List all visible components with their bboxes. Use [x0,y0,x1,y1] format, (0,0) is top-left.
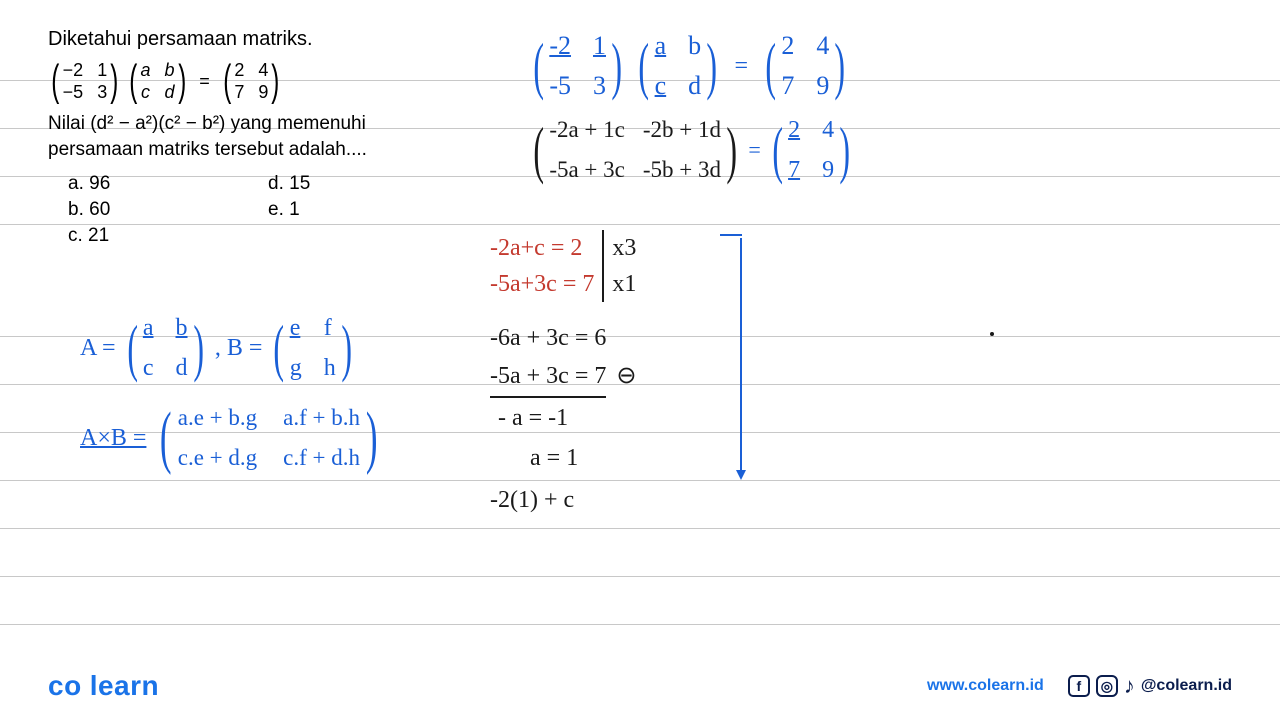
option-e: e. 1 [268,197,348,223]
option-b: b. 60 [68,197,148,223]
hw-elim-2: -5a + 3c = 7 ⊖ [490,358,636,398]
matrix-m1: ( −21 −53 ) [48,59,122,103]
arrow-down-icon [740,238,742,478]
brand-logo: co learn [48,670,159,702]
hw-a-b-def: A = ( ab cd ) , B = ( ef gh ) [80,310,357,386]
hw-elim-1: -6a + 3c = 6 [490,320,606,356]
hw-elim-3: - a = -1 [498,400,568,436]
social-handles: f ◎ ♪ @colearn.id [1068,673,1232,699]
option-c: c. 21 [68,223,148,249]
footer-url: www.colearn.id [927,677,1044,695]
hw-product-equation: ( -2a + 1c-2b + 1d -5a + 3c-5b + 3d ) = … [528,112,1232,188]
facebook-icon: f [1068,675,1090,697]
hw-elim-5: -2(1) + c [490,482,574,518]
matrix-equation: ( −21 −53 ) ( ab cd ) = [48,59,508,103]
hw-system: -2a+c = 2 -5a+3c = 7 x3 x1 [490,230,636,302]
footer: co learn www.colearn.id f ◎ ♪ @colearn.i… [0,670,1280,702]
stray-dot [990,332,994,336]
matrix-m2: ( ab cd ) [126,59,189,103]
hw-elim-4: a = 1 [530,440,578,476]
matrix-m3: ( 24 79 ) [220,59,283,103]
hw-axb: A×B = ( a.e + b.ga.f + b.h c.e + d.gc.f … [80,400,383,476]
option-a: a. 96 [68,171,148,197]
arrow-top-segment [720,234,742,236]
option-d: d. 15 [268,171,348,197]
instagram-icon: ◎ [1096,675,1118,697]
tiktok-icon: ♪ [1124,673,1135,699]
answer-options: a. 96 d. 15 b. 60 e. 1 c. 21 [68,171,508,249]
hw-top-equation: ( -21 -53 ) ( ab cd ) = ( 24 79 [528,28,1232,104]
question-prompt: Nilai (d² − a²)(c² − b²) yang memenuhi p… [48,111,508,163]
question-title: Diketahui persamaan matriks. [48,28,508,51]
